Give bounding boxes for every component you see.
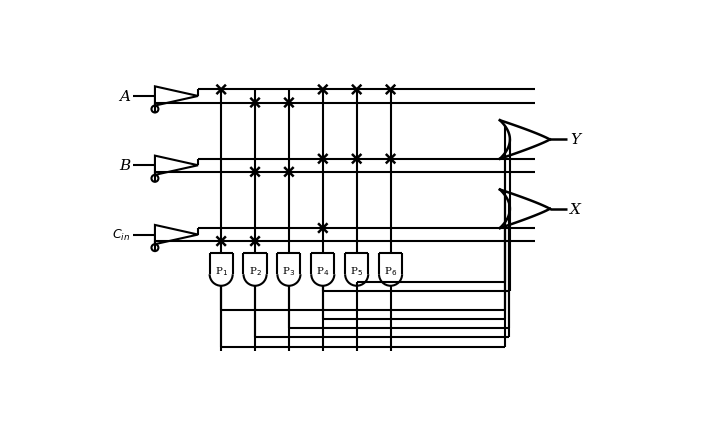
Text: P$_{6}$: P$_{6}$ — [384, 264, 397, 277]
Text: Y: Y — [570, 133, 580, 147]
Text: A: A — [120, 90, 130, 104]
Text: $C_{in}$: $C_{in}$ — [112, 227, 130, 243]
Text: P$_{5}$: P$_{5}$ — [350, 264, 363, 277]
Text: B: B — [119, 159, 130, 173]
Text: P$_{1}$: P$_{1}$ — [215, 264, 228, 277]
Text: P$_{3}$: P$_{3}$ — [282, 264, 295, 277]
Text: P$_{2}$: P$_{2}$ — [248, 264, 261, 277]
Text: P$_{4}$: P$_{4}$ — [316, 264, 330, 277]
Text: X: X — [570, 202, 581, 216]
